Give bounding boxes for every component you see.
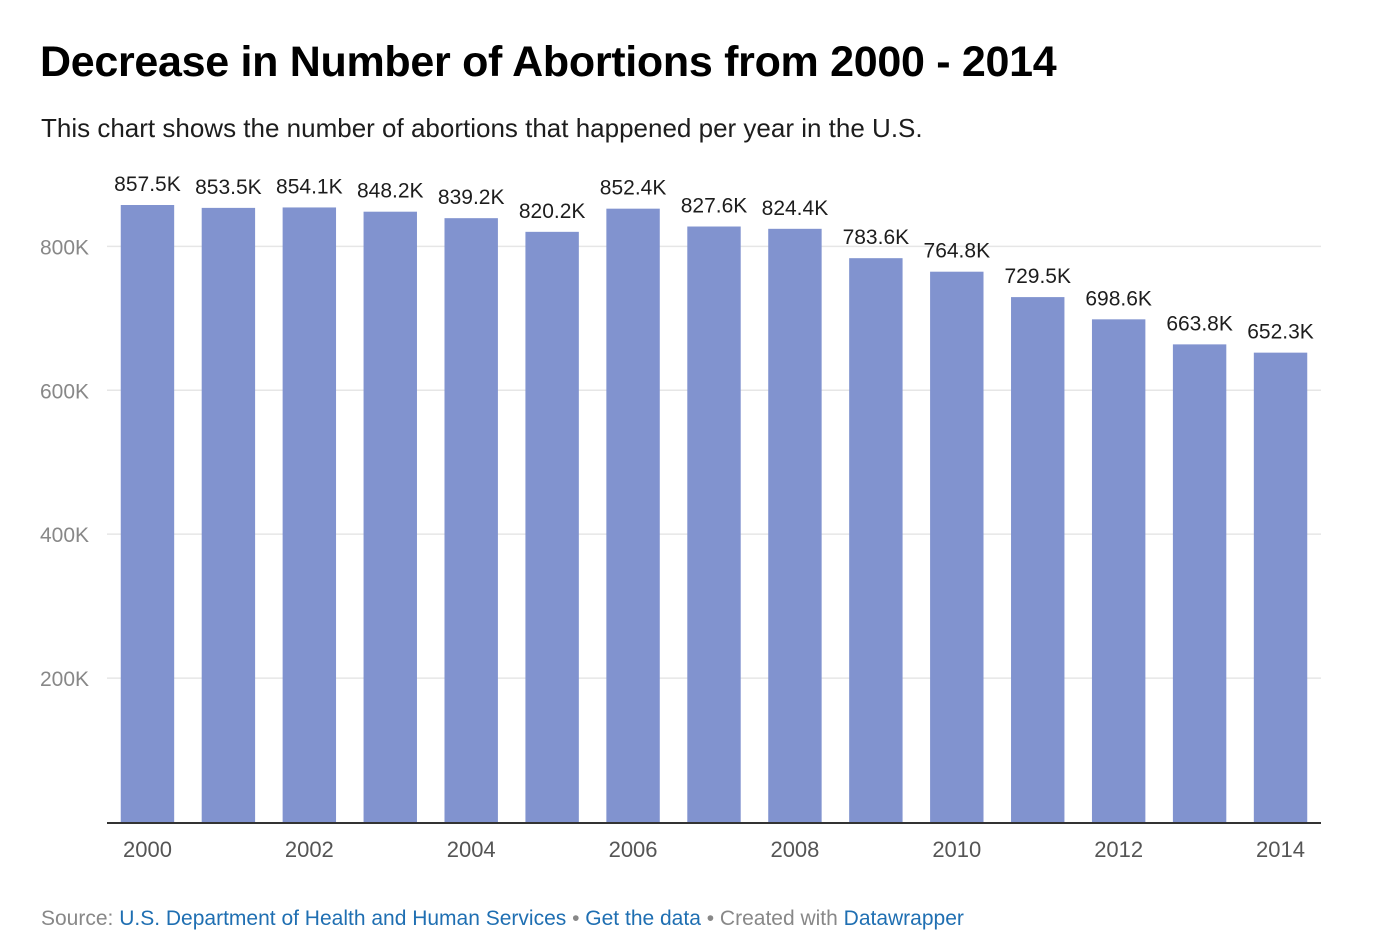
y-tick-label: 600K — [40, 380, 89, 403]
data-labels: 857.5K 853.5K 854.1K 848.2K 839.2K 820.2K 852.… — [114, 173, 1314, 344]
x-tick-label: 2008 — [770, 837, 819, 862]
source-link[interactable]: U.S. Department of Health and Human Serv… — [119, 907, 567, 930]
data-label: 698.6K — [1085, 287, 1152, 310]
footer: Source: U.S. Department of Health and Hu… — [41, 907, 964, 931]
bar-2000 — [120, 205, 175, 822]
bar-2001 — [201, 207, 256, 823]
get-the-data-link[interactable]: Get the data — [585, 907, 701, 930]
bar-2006 — [606, 208, 660, 822]
y-tick-label: 800K — [40, 236, 89, 259]
data-label: 848.2K — [357, 180, 424, 203]
bar-2009 — [849, 258, 903, 822]
x-tick-label: 2004 — [447, 837, 496, 862]
chart-subtitle: This chart shows the number of abortions… — [41, 113, 923, 143]
data-label: 854.1K — [276, 175, 343, 198]
created-with-text: Created with — [719, 907, 844, 930]
data-label: 857.5K — [114, 173, 181, 196]
bar-chart: 200K 400K 600K 800K 857.5K 853.5K 854.1K 848.2… — [40, 173, 1321, 862]
y-tick-label: 400K — [40, 524, 89, 547]
bar-2008 — [768, 228, 822, 823]
y-tick-label: 200K — [40, 668, 89, 691]
data-label: 839.2K — [438, 186, 505, 209]
bar-2004 — [444, 218, 498, 822]
footer-separator: • — [566, 907, 586, 930]
datawrapper-link[interactable]: Datawrapper — [843, 907, 964, 930]
data-label: 824.4K — [762, 197, 829, 220]
x-tick-label: 2012 — [1094, 837, 1143, 862]
bar-2003 — [363, 211, 417, 823]
x-tick-label: 2002 — [285, 837, 334, 862]
data-label: 783.6K — [843, 226, 910, 249]
data-label: 764.8K — [924, 240, 991, 263]
x-tick-label: 2014 — [1256, 837, 1305, 862]
bar-2010 — [930, 271, 984, 822]
chart-title: Decrease in Number of Abortions from 200… — [40, 38, 1057, 86]
x-tick-label: 2000 — [123, 837, 172, 862]
data-label: 729.5K — [1004, 265, 1071, 288]
data-label: 652.3K — [1247, 321, 1314, 344]
x-axis-ticks: 2000 2002 2004 2006 2008 2010 2012 2014 — [123, 837, 1305, 862]
data-label: 852.4K — [600, 177, 667, 200]
y-axis-ticks: 200K 400K 600K 800K — [40, 236, 89, 691]
source-prefix: Source: — [41, 907, 120, 930]
x-tick-label: 2010 — [932, 837, 981, 862]
data-label: 853.5K — [195, 176, 262, 199]
bar-2005 — [525, 231, 579, 822]
data-label: 827.6K — [681, 195, 748, 218]
bar-2012 — [1091, 319, 1146, 822]
bar-2002 — [282, 207, 337, 822]
x-tick-label: 2006 — [609, 837, 658, 862]
bar-2007 — [687, 226, 741, 823]
bar-2011 — [1011, 297, 1065, 822]
footer-separator: • — [700, 907, 720, 930]
bar-2013 — [1172, 344, 1227, 822]
data-label: 663.8K — [1166, 312, 1233, 335]
data-label: 820.2K — [519, 200, 586, 223]
bars — [120, 205, 1308, 823]
bar-2014 — [1253, 352, 1308, 822]
